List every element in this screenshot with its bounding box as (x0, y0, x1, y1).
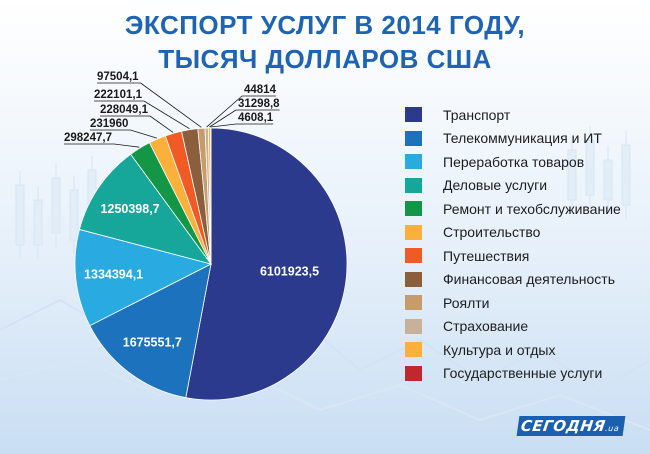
data-label: 6101923,5 (260, 264, 319, 278)
legend-swatch (405, 318, 422, 334)
legend-swatch (405, 130, 422, 146)
legend-label: Ремонт и техобслуживание (443, 200, 621, 217)
leader-line (130, 129, 158, 139)
data-label: 1334394,1 (84, 267, 143, 281)
brand-logo: СЕГОДНЯ.ua (517, 416, 626, 436)
data-label: 31298,8 (238, 98, 280, 110)
leader-line (149, 115, 174, 133)
legend-label: Телекоммуникация и ИТ (443, 130, 602, 147)
legend-swatch (405, 248, 422, 264)
legend-item: Страхование (405, 315, 621, 339)
brand-name: СЕГОДНЯ (520, 417, 608, 435)
chart-title-line-2: ТЫСЯЧ ДОЛЛАРОВ США (158, 44, 492, 74)
legend-swatch (405, 365, 422, 381)
leader-line (209, 109, 237, 128)
legend-label: Роялти (443, 294, 490, 311)
legend-label: Страхование (443, 318, 529, 335)
data-label: 222101,1 (94, 89, 143, 101)
legend-item: Переработка товаров (405, 150, 621, 174)
legend-label: Транспорт (443, 106, 511, 123)
legend-swatch (405, 342, 422, 358)
legend-swatch (405, 201, 422, 217)
leader-line (206, 95, 243, 128)
legend-item: Телекоммуникация и ИТ (405, 127, 621, 151)
data-label: 231960 (90, 118, 128, 130)
legend-label: Финансовая деятельность (443, 271, 615, 288)
legend-swatch (405, 295, 422, 311)
legend-label: Переработка товаров (443, 153, 585, 170)
legend-swatch (405, 154, 422, 170)
legend-swatch (405, 271, 422, 287)
legend-label: Путешествия (443, 247, 530, 264)
pie-slice (74, 228, 213, 327)
legend-label: Деловые услуги (443, 177, 548, 194)
legend-swatch (405, 177, 422, 193)
legend-item: Транспорт (405, 103, 621, 127)
legend-item: Государственные услуги (405, 362, 621, 386)
data-label: 1675551,7 (123, 335, 182, 349)
leader-line (143, 100, 190, 130)
legend-item: Финансовая деятельность (405, 268, 621, 292)
data-label: 44814 (244, 84, 277, 96)
legend-item: Культура и отдых (405, 338, 621, 362)
leader-line (210, 123, 237, 128)
legend-item: Деловые услуги (405, 174, 621, 198)
leader-line (140, 82, 202, 128)
legend-swatch (405, 224, 422, 240)
pie-slice (185, 127, 348, 401)
legend-label: Государственные услуги (443, 365, 603, 382)
data-label: 1250398,7 (101, 202, 160, 216)
legend-swatch (405, 107, 422, 123)
data-label: 298247,7 (64, 132, 112, 144)
pie-slice (89, 263, 212, 399)
data-label: 4608,1 (238, 112, 274, 124)
pie-slice (78, 153, 212, 265)
legend-item: Ремонт и техобслуживание (405, 197, 621, 221)
legend-label: Строительство (443, 224, 541, 241)
legend: Транспорт Телекоммуникация и ИТ Переработк… (405, 103, 621, 385)
legend-item: Роялти (405, 291, 621, 315)
data-label: 228049,1 (100, 104, 149, 116)
brand-suffix: .ua (605, 424, 621, 433)
legend-label: Культура и отдых (443, 341, 556, 358)
legend-item: Путешествия (405, 244, 621, 268)
data-label: 97504,1 (97, 71, 139, 83)
legend-item: Строительство (405, 221, 621, 245)
leader-line (113, 143, 140, 148)
chart-title-line-1: ЭКСПОРТ УСЛУГ В 2014 ГОДУ, (124, 10, 526, 40)
